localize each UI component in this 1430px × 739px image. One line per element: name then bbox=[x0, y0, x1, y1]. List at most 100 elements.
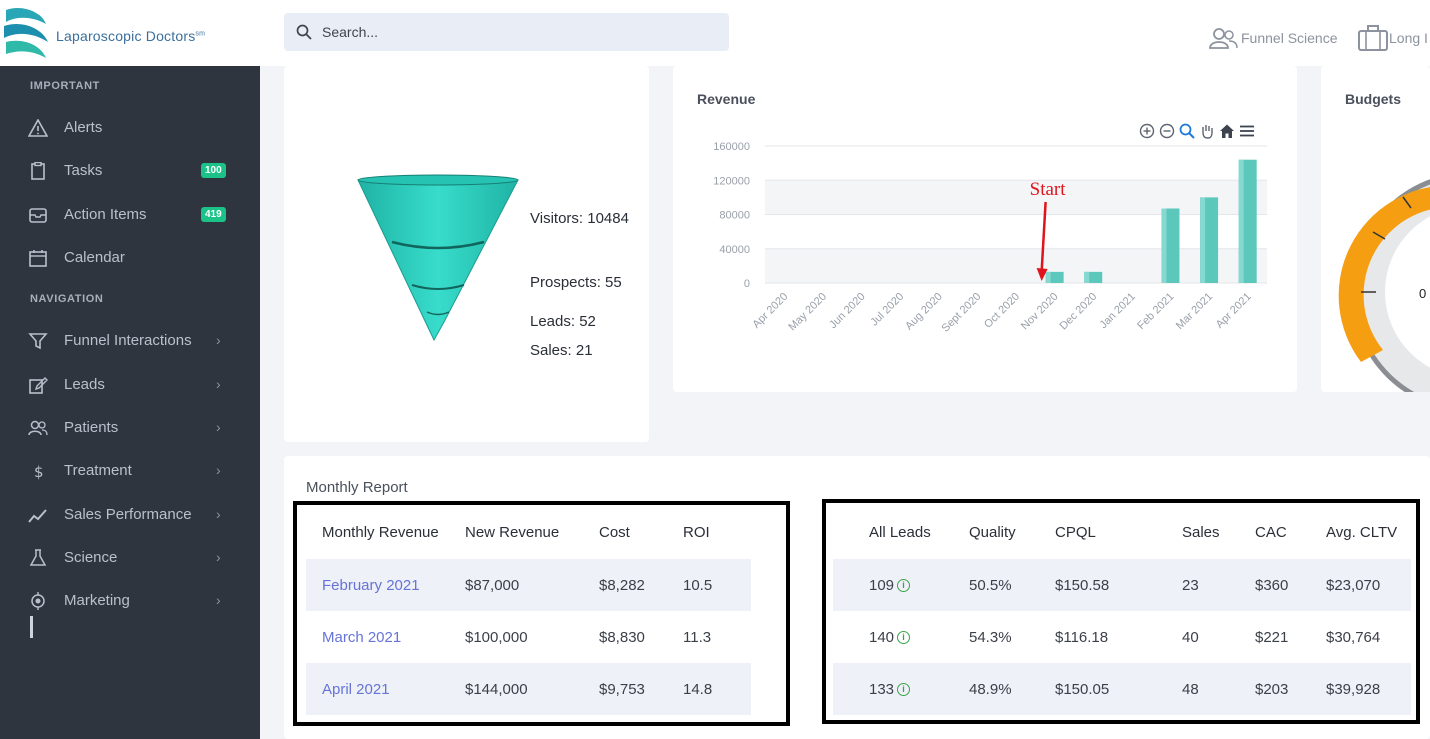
sidebar-item-patients[interactable]: Patients › bbox=[0, 411, 260, 445]
funnel-prospects-label: Prospects: 55 bbox=[530, 274, 622, 291]
chevron-right-icon: › bbox=[216, 592, 221, 608]
trend-icon bbox=[28, 509, 47, 523]
sidebar-item-marketing[interactable]: Marketing › bbox=[0, 584, 260, 618]
leads-table: All Leads Quality CPQL Sales CAC Avg. CL… bbox=[833, 505, 1411, 715]
funnel-science-link[interactable]: Funnel Science bbox=[1208, 26, 1338, 50]
table-row: 133 i 48.9% $150.05 48 $203 $39,928 bbox=[833, 663, 1411, 715]
chevron-right-icon: › bbox=[216, 462, 221, 478]
y-tick-label: 40000 bbox=[719, 244, 750, 256]
search-input[interactable] bbox=[322, 13, 722, 51]
sidebar-item-calendar[interactable]: Calendar bbox=[0, 241, 260, 275]
column-header: Avg. CLTV bbox=[1326, 523, 1398, 541]
section-navigation: NAVIGATION bbox=[30, 293, 104, 305]
sidebar-item-funnel-interactions[interactable]: Funnel Interactions › bbox=[0, 324, 260, 358]
left-table-frame bbox=[293, 501, 790, 726]
home-icon[interactable] bbox=[1219, 123, 1235, 139]
alert-triangle-icon bbox=[28, 119, 48, 137]
sidebar-item-label: Sales Performance bbox=[64, 506, 192, 523]
x-tick-label: Jun 2020 bbox=[827, 291, 867, 331]
sidebar-item-label: Tasks bbox=[64, 162, 103, 179]
funnel-card: Visitors: 10484 Prospects: 55 Leads: 52 … bbox=[284, 66, 649, 442]
revenue-card: Revenue 0 40000 80000 120000 160000 Apr 2020 M… bbox=[673, 66, 1297, 392]
zoom-in-icon[interactable] bbox=[1139, 123, 1155, 139]
x-tick-label: Apr 2021 bbox=[1214, 291, 1254, 331]
bar-highlight bbox=[1161, 208, 1167, 283]
cac-cell: $221 bbox=[1255, 628, 1289, 646]
magnifier-icon[interactable] bbox=[1179, 123, 1195, 139]
budget-gauge bbox=[1338, 179, 1430, 392]
pan-hand-icon[interactable] bbox=[1199, 123, 1215, 139]
long-link[interactable]: Long I bbox=[1357, 24, 1428, 52]
cac-cell: $360 bbox=[1239, 559, 1310, 611]
cpql-cell: $116.18 bbox=[1055, 628, 1109, 646]
sidebar: IMPORTANT Alerts Tasks 100 Action Items … bbox=[0, 66, 260, 739]
search-icon bbox=[296, 24, 312, 40]
bar-highlight bbox=[1084, 271, 1090, 283]
logo-mark-icon bbox=[4, 7, 48, 58]
column-header: Cost bbox=[599, 523, 630, 541]
sidebar-item-label: Patients bbox=[64, 419, 119, 436]
x-tick-label: Nov 2020 bbox=[1019, 291, 1061, 333]
target-icon bbox=[31, 592, 45, 610]
sidebar-item-sales-performance[interactable]: Sales Performance › bbox=[0, 498, 260, 532]
column-header: Quality bbox=[969, 523, 1016, 541]
revenue-table: Monthly Revenue New Revenue Cost ROI Feb… bbox=[306, 505, 751, 715]
x-tick-label: Apr 2020 bbox=[750, 291, 790, 331]
cost-cell: $9,753 bbox=[599, 663, 683, 715]
sales-cell: 48 bbox=[1162, 663, 1239, 715]
svg-text:$: $ bbox=[34, 463, 44, 480]
roi-cell: 10.5 bbox=[683, 559, 751, 611]
table-header-row: Monthly Revenue New Revenue Cost ROI bbox=[306, 505, 751, 559]
zoom-out-icon[interactable] bbox=[1159, 123, 1175, 139]
all-leads-cell: 109 bbox=[869, 576, 895, 594]
sidebar-item-label: Calendar bbox=[64, 249, 125, 266]
table-header-row: All Leads Quality CPQL Sales CAC Avg. CL… bbox=[833, 505, 1411, 559]
month-link[interactable]: April 2021 bbox=[322, 680, 390, 698]
sidebar-item-label: Alerts bbox=[64, 119, 103, 136]
cpql-cell: $150.58 bbox=[1055, 559, 1162, 611]
inbox-icon bbox=[29, 208, 47, 223]
cost-cell: $8,830 bbox=[599, 628, 645, 646]
sidebar-item-tasks[interactable]: Tasks 100 bbox=[0, 154, 260, 188]
sidebar-item-alerts[interactable]: Alerts bbox=[0, 111, 260, 145]
cac-cell: $203 bbox=[1239, 663, 1310, 715]
roi-cell: 14.8 bbox=[683, 663, 751, 715]
y-tick-label: 160000 bbox=[713, 141, 750, 153]
funnel-visitors-label: Visitors: 10484 bbox=[530, 210, 629, 227]
tasks-count-badge: 100 bbox=[201, 163, 226, 178]
avg-cltv-cell: $39,928 bbox=[1310, 663, 1411, 715]
sidebar-item-treatment[interactable]: $ Treatment › bbox=[0, 454, 260, 488]
grid-band bbox=[765, 248, 1267, 283]
table-row: 109 i 50.5% $150.58 23 $360 $23,070 bbox=[833, 559, 1411, 611]
funnel-graphic bbox=[357, 174, 519, 342]
clipboard-icon bbox=[31, 162, 45, 180]
month-link[interactable]: March 2021 bbox=[322, 628, 402, 646]
revenue-title: Revenue bbox=[697, 91, 756, 107]
search-box[interactable] bbox=[284, 13, 729, 51]
sidebar-item-science[interactable]: Science › bbox=[0, 541, 260, 575]
avg-cltv-cell: $30,764 bbox=[1326, 628, 1381, 646]
y-tick-label: 120000 bbox=[713, 175, 750, 187]
sidebar-scroll-handle[interactable] bbox=[30, 616, 33, 638]
info-icon[interactable]: i bbox=[897, 579, 911, 593]
info-icon[interactable]: i bbox=[897, 631, 911, 645]
sidebar-item-label: Leads bbox=[64, 376, 105, 393]
quality-cell: 48.9% bbox=[969, 663, 1055, 715]
top-bar: Funnel Science Long I bbox=[260, 0, 1430, 66]
info-icon[interactable]: i bbox=[897, 683, 911, 697]
filter-icon bbox=[28, 333, 48, 350]
sidebar-item-label: Treatment bbox=[64, 462, 132, 479]
month-link[interactable]: February 2021 bbox=[322, 576, 420, 594]
menu-icon[interactable] bbox=[1239, 123, 1255, 139]
sidebar-item-leads[interactable]: Leads › bbox=[0, 368, 260, 402]
bar-highlight bbox=[1045, 271, 1051, 283]
sidebar-item-action-items[interactable]: Action Items 419 bbox=[0, 198, 260, 232]
chart-toolbar bbox=[1139, 123, 1255, 139]
x-tick-label: Mar 2021 bbox=[1174, 291, 1215, 332]
table-row: February 2021 $87,000 $8,282 10.5 bbox=[306, 559, 751, 611]
brand-logo[interactable]: Laparoscopic Doctorssm bbox=[0, 0, 260, 66]
budget-gauge-value: 0 bbox=[1419, 286, 1427, 301]
roi-cell: 11.3 bbox=[683, 628, 712, 646]
sidebar-item-label: Marketing bbox=[64, 592, 130, 609]
